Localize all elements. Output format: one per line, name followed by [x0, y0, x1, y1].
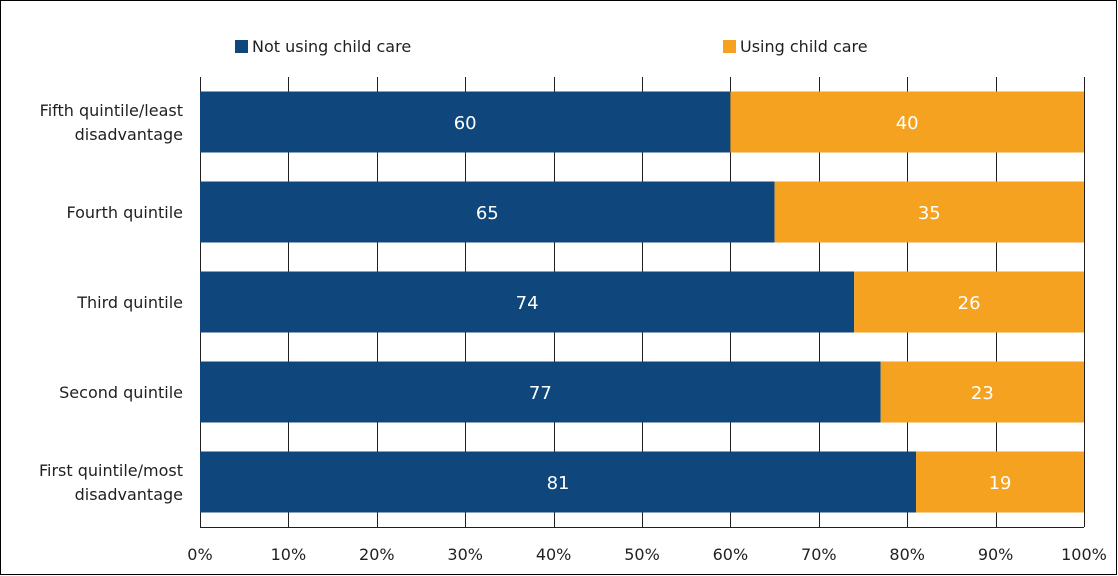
bar-using	[854, 271, 1084, 333]
bar-not-using	[200, 451, 917, 513]
x-tick-label: 20%	[359, 545, 395, 564]
category-label: Second quintile	[59, 383, 183, 402]
bar-not-using	[200, 181, 775, 243]
category-label-line: First quintile/most	[39, 461, 183, 480]
data-label: 81	[547, 473, 570, 494]
x-tick-label: 30%	[447, 545, 483, 564]
category-label-line: Fourth quintile	[66, 203, 183, 222]
category-label-line: Second quintile	[59, 383, 183, 402]
category-label-line: disadvantage	[75, 485, 183, 504]
x-tick-label: 80%	[889, 545, 925, 564]
bar-not-using	[200, 91, 731, 153]
bar-using	[730, 91, 1084, 153]
data-label: 74	[516, 293, 539, 314]
data-label: 77	[529, 383, 552, 404]
category-label: Fourth quintile	[66, 203, 183, 222]
chart-legend: Not using child care Using child care	[0, 37, 1118, 59]
legend-item-using: Using child care	[723, 37, 868, 56]
x-tick-label: 60%	[713, 545, 749, 564]
data-label: 40	[896, 113, 919, 134]
category-label: First quintile/most disadvantage	[39, 461, 183, 504]
x-tick-label: 90%	[978, 545, 1014, 564]
category-label: Fifth quintile/least disadvantage	[40, 101, 183, 144]
bar-using	[880, 361, 1084, 423]
x-tick-label: 70%	[801, 545, 837, 564]
category-label-line: Fifth quintile/least	[40, 101, 183, 120]
category-label-line: disadvantage	[75, 125, 183, 144]
data-label: 35	[918, 203, 941, 224]
x-tick-label: 50%	[624, 545, 660, 564]
legend-item-not-using: Not using child care	[235, 37, 411, 56]
legend-label-using: Using child care	[740, 37, 868, 56]
data-label: 23	[971, 383, 994, 404]
x-tick-label: 0%	[187, 545, 212, 564]
x-tick-label: 40%	[536, 545, 572, 564]
category-label: Third quintile	[76, 293, 183, 312]
x-tick-label: 10%	[271, 545, 307, 564]
data-label: 26	[958, 293, 981, 314]
x-tick-label: 100%	[1061, 545, 1107, 564]
bar-not-using	[200, 271, 855, 333]
legend-label-not-using: Not using child care	[252, 37, 412, 56]
legend-swatch-using	[723, 40, 736, 53]
data-label: 60	[454, 113, 477, 134]
bar-using	[916, 451, 1084, 513]
category-label-line: Third quintile	[76, 293, 183, 312]
bar-not-using	[200, 361, 881, 423]
data-label: 19	[989, 473, 1012, 494]
data-label: 65	[476, 203, 499, 224]
legend-swatch-not-using	[235, 40, 248, 53]
bar-using	[774, 181, 1084, 243]
